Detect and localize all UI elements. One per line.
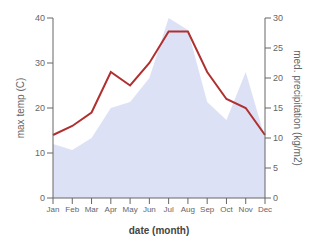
svg-text:40: 40 bbox=[35, 13, 45, 23]
svg-text:max temp (C): max temp (C) bbox=[15, 78, 26, 139]
svg-text:0: 0 bbox=[273, 193, 278, 203]
svg-text:med. precipitation (kg/m2): med. precipitation (kg/m2) bbox=[292, 50, 303, 166]
svg-text:Jun: Jun bbox=[143, 205, 156, 214]
svg-text:Dec: Dec bbox=[258, 205, 272, 214]
svg-text:Aug: Aug bbox=[181, 205, 195, 214]
svg-text:date (month): date (month) bbox=[129, 225, 190, 236]
svg-text:Jan: Jan bbox=[47, 205, 60, 214]
svg-text:20: 20 bbox=[273, 73, 283, 83]
svg-text:10: 10 bbox=[273, 133, 283, 143]
svg-text:Mar: Mar bbox=[85, 205, 99, 214]
svg-text:25: 25 bbox=[273, 43, 283, 53]
svg-text:15: 15 bbox=[273, 103, 283, 113]
svg-text:May: May bbox=[123, 205, 138, 214]
svg-text:5: 5 bbox=[273, 163, 278, 173]
svg-text:30: 30 bbox=[35, 58, 45, 68]
svg-text:Apr: Apr bbox=[105, 205, 118, 214]
svg-text:10: 10 bbox=[35, 148, 45, 158]
svg-text:20: 20 bbox=[35, 103, 45, 113]
svg-text:Feb: Feb bbox=[65, 205, 79, 214]
svg-text:Oct: Oct bbox=[220, 205, 233, 214]
svg-text:30: 30 bbox=[273, 13, 283, 23]
svg-text:0: 0 bbox=[40, 193, 45, 203]
svg-text:Nov: Nov bbox=[239, 205, 253, 214]
svg-text:Jul: Jul bbox=[164, 205, 174, 214]
svg-text:Sep: Sep bbox=[200, 205, 215, 214]
